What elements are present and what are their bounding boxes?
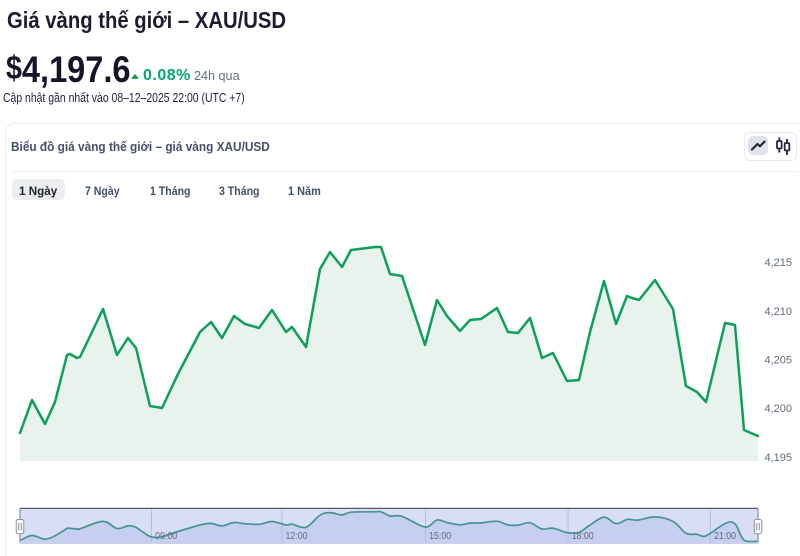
svg-text:4,215: 4,215: [764, 257, 792, 269]
svg-text:09:00: 09:00: [155, 530, 177, 542]
svg-text:4,210: 4,210: [764, 306, 792, 318]
svg-text:4,200: 4,200: [764, 403, 792, 415]
svg-text:21:00: 21:00: [714, 530, 736, 542]
svg-text:4,205: 4,205: [764, 355, 792, 367]
svg-text:18:00: 18:00: [572, 530, 594, 542]
svg-text:12:00: 12:00: [286, 530, 308, 542]
svg-text:4,195: 4,195: [764, 452, 792, 464]
svg-text:15:00: 15:00: [429, 530, 451, 542]
